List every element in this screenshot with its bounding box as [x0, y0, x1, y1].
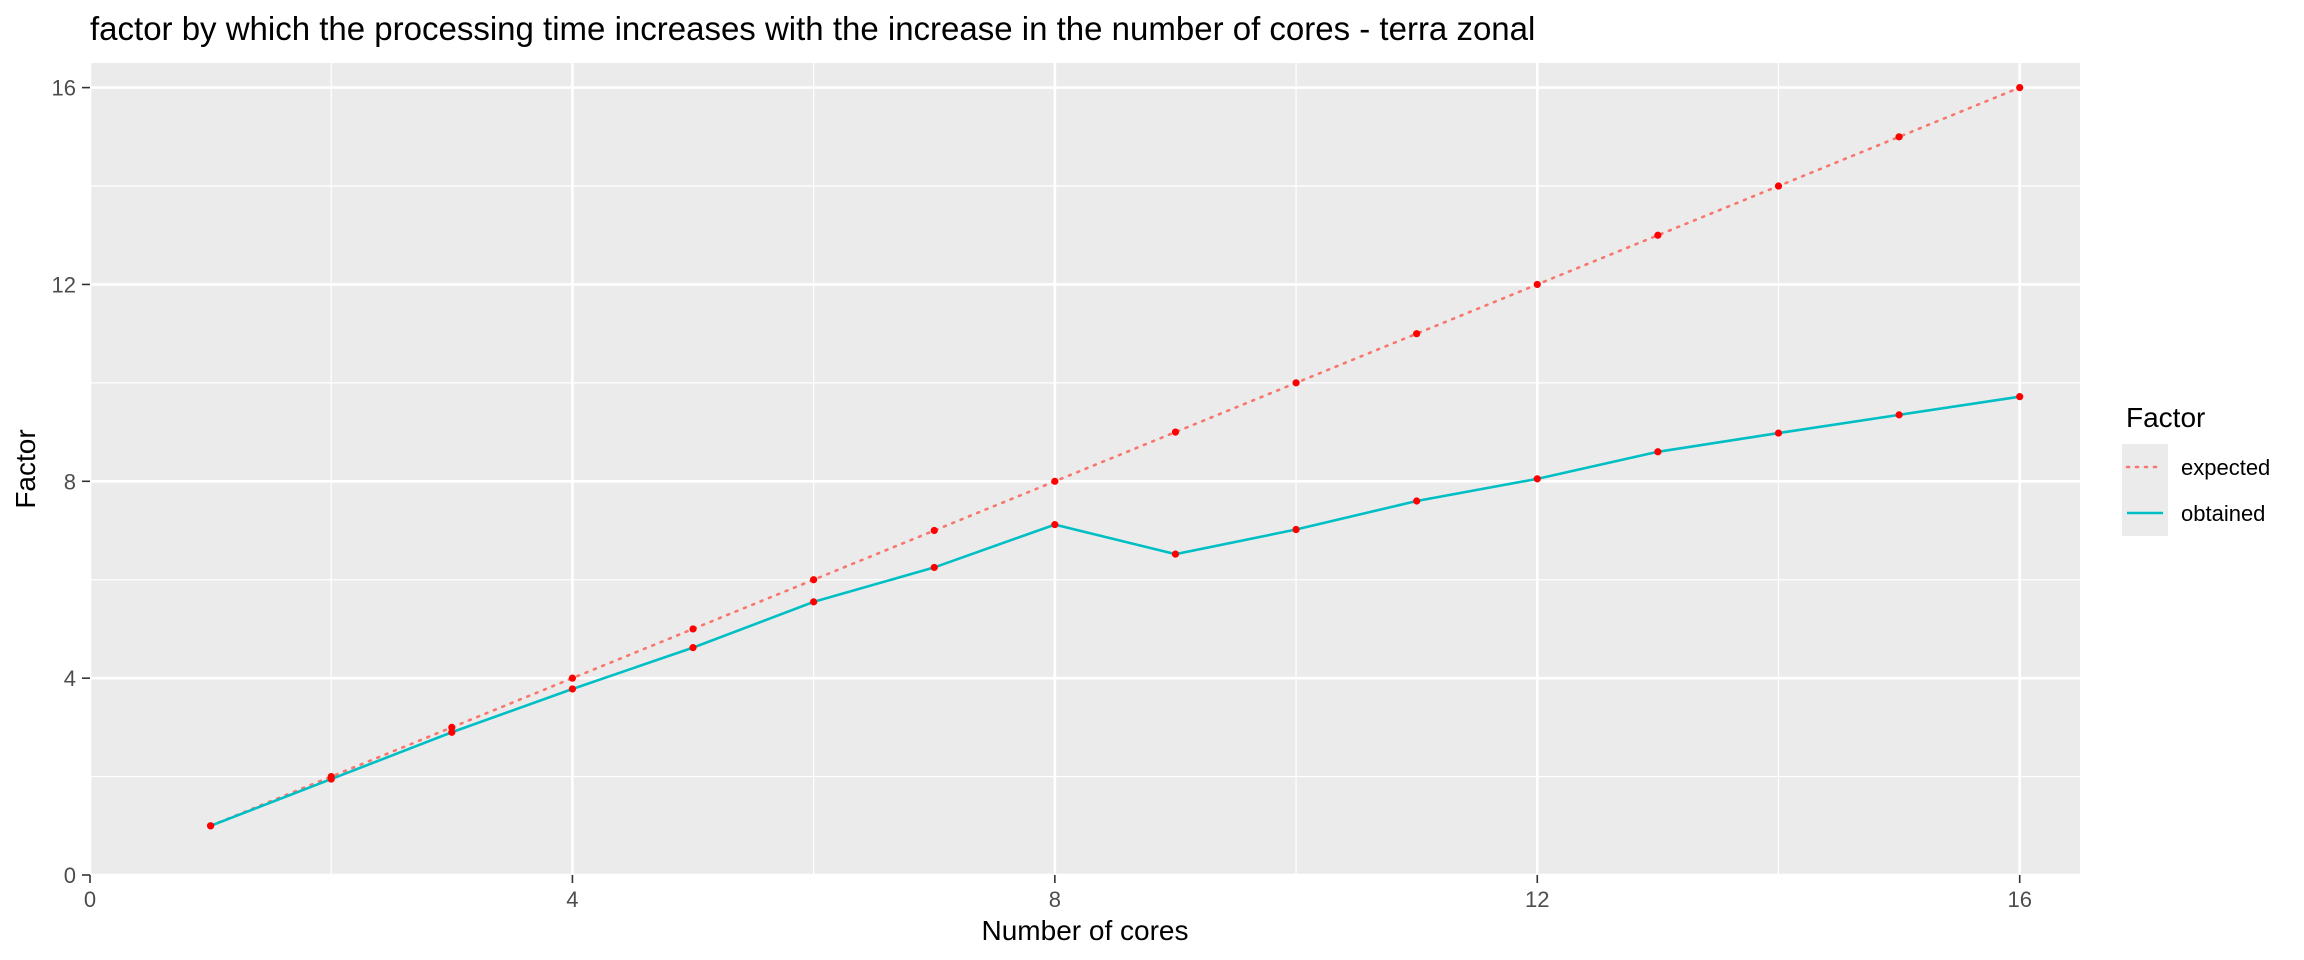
- data-point-obtained: [1895, 411, 1903, 419]
- x-tick-label: 4: [566, 887, 578, 912]
- data-point-expected: [568, 674, 577, 682]
- x-tick-label: 0: [84, 887, 96, 912]
- data-point-expected: [1895, 133, 1903, 141]
- series-line-obtained: [210, 395, 2020, 828]
- data-point-obtained: [448, 728, 456, 736]
- data-point-obtained: [207, 822, 215, 830]
- grid-lines: [88, 63, 2080, 877]
- data-point-expected: [1654, 231, 1662, 239]
- chart-title: factor by which the processing time incr…: [90, 10, 1535, 47]
- data-point-obtained: [327, 775, 335, 783]
- data-point-expected: [1171, 428, 1180, 436]
- data-point-obtained: [1774, 429, 1783, 437]
- data-point-obtained: [930, 563, 938, 572]
- data-point-obtained: [1171, 550, 1180, 558]
- data-point-expected: [1413, 330, 1421, 338]
- data-point-obtained: [810, 598, 818, 606]
- data-point-expected: [1533, 280, 1541, 289]
- data-point-obtained: [568, 685, 577, 693]
- x-tick-label: 16: [2007, 887, 2031, 912]
- y-axis-title: Factor: [10, 429, 41, 508]
- legend: Factor expected obtained: [2122, 402, 2270, 536]
- y-tick-label: 0: [64, 863, 76, 888]
- axes: 0 4 8 12 16 0 4 8 12 16: [52, 76, 2032, 912]
- series-lines: [209, 86, 2021, 828]
- data-point-expected: [810, 576, 818, 584]
- data-point-expected: [2016, 84, 2024, 92]
- y-tick-label: 4: [64, 666, 76, 691]
- y-tick-label: 8: [64, 469, 76, 494]
- data-point-expected: [1292, 379, 1300, 387]
- data-point-obtained: [2016, 393, 2024, 401]
- data-point-obtained: [1654, 448, 1662, 456]
- legend-label-obtained: obtained: [2181, 501, 2265, 526]
- x-tick-label: 12: [1525, 887, 1549, 912]
- legend-title: Factor: [2126, 402, 2205, 433]
- data-point-obtained: [1533, 475, 1541, 483]
- data-point-obtained: [1413, 497, 1421, 505]
- y-tick-label: 16: [52, 76, 76, 101]
- data-point-expected: [930, 526, 938, 535]
- data-point-expected: [448, 723, 456, 731]
- x-axis-title: Number of cores: [982, 915, 1189, 946]
- x-tick-label: 8: [1049, 887, 1061, 912]
- data-point-obtained: [1051, 521, 1059, 529]
- series-line-expected: [209, 86, 2021, 828]
- data-point-expected: [1774, 182, 1783, 190]
- data-points: [207, 84, 2024, 830]
- y-tick-label: 12: [52, 272, 76, 297]
- data-point-expected: [1051, 477, 1059, 485]
- data-point-obtained: [1292, 525, 1300, 534]
- data-point-expected: [689, 625, 697, 633]
- data-point-obtained: [689, 644, 697, 652]
- legend-label-expected: expected: [2181, 455, 2270, 480]
